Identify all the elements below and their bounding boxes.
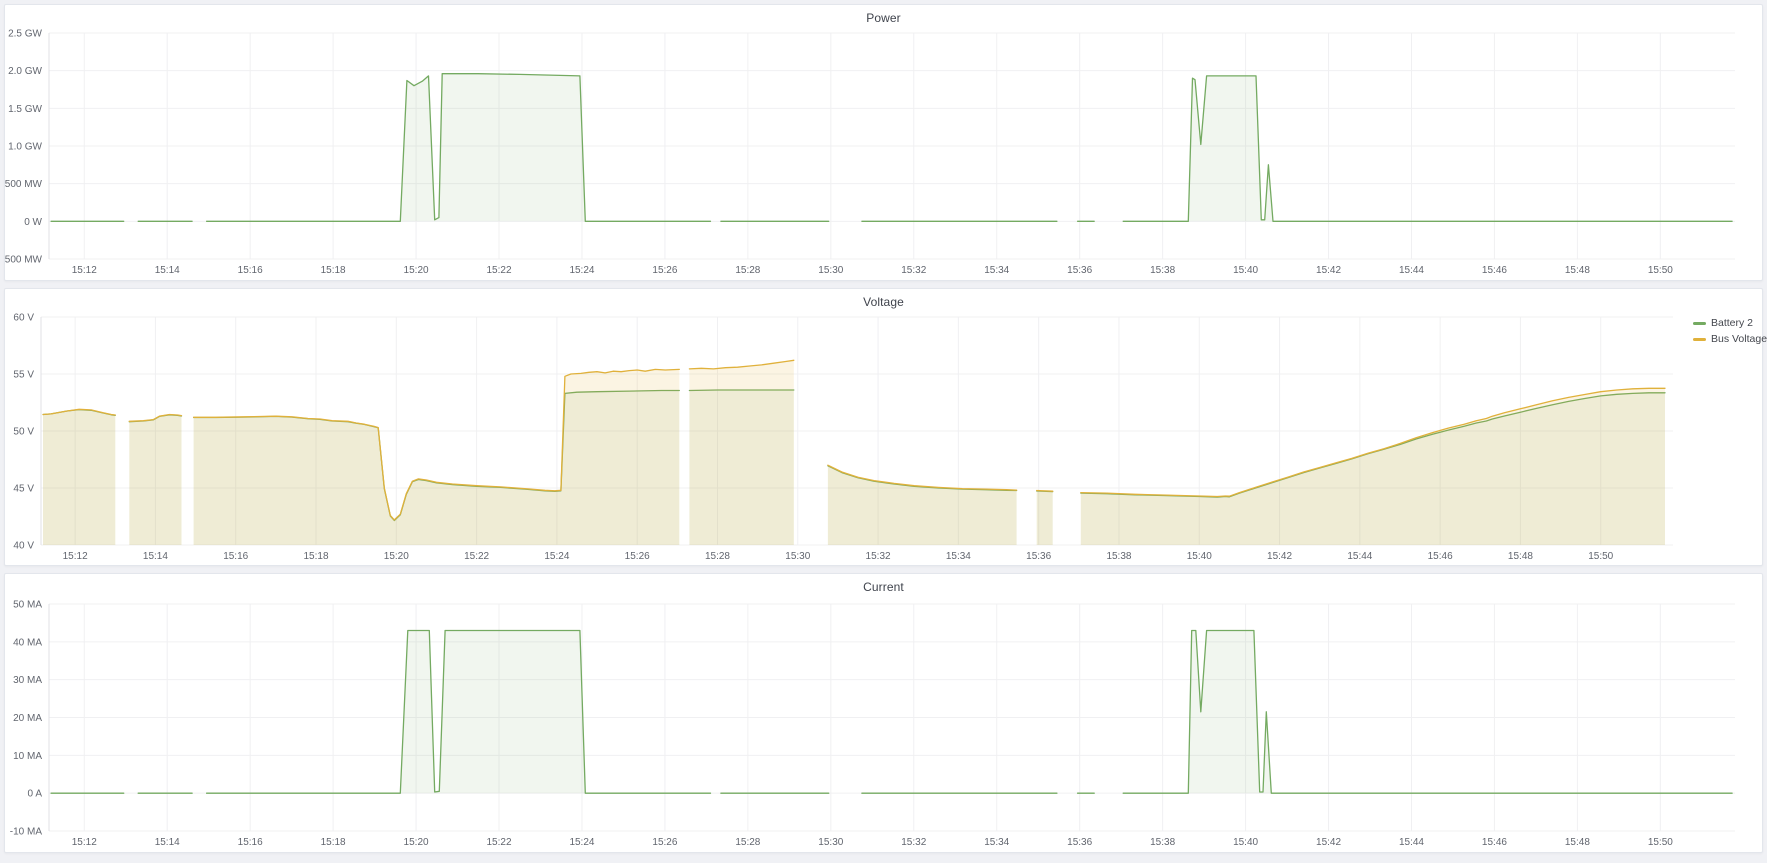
svg-text:15:38: 15:38	[1106, 551, 1131, 562]
svg-text:15:48: 15:48	[1565, 837, 1590, 848]
panel-voltage: Voltage Battery 2 Bus Voltage 40 V 45 V 50…	[4, 288, 1767, 566]
svg-text:15:16: 15:16	[238, 837, 263, 848]
svg-text:15:14: 15:14	[155, 265, 180, 276]
svg-text:0 W: 0 W	[24, 217, 42, 228]
svg-text:15:46: 15:46	[1482, 265, 1507, 276]
svg-text:40 V: 40 V	[13, 541, 34, 552]
svg-text:15:30: 15:30	[818, 837, 843, 848]
svg-text:2.0 GW: 2.0 GW	[8, 66, 42, 77]
svg-text:20 MA: 20 MA	[13, 713, 42, 724]
svg-text:30 MA: 30 MA	[13, 675, 42, 686]
svg-text:15:26: 15:26	[652, 837, 677, 848]
svg-text:15:18: 15:18	[321, 837, 346, 848]
svg-text:15:40: 15:40	[1187, 551, 1212, 562]
svg-text:15:24: 15:24	[569, 265, 594, 276]
svg-text:50 MA: 50 MA	[13, 600, 42, 611]
svg-text:15:48: 15:48	[1565, 265, 1590, 276]
svg-text:1.5 GW: 1.5 GW	[8, 104, 42, 115]
legend-item-bus-voltage[interactable]: Bus Voltage	[1693, 332, 1767, 346]
svg-text:15:12: 15:12	[72, 265, 97, 276]
legend-swatch-bus-voltage	[1693, 337, 1706, 341]
svg-text:15:40: 15:40	[1233, 265, 1258, 276]
legend-swatch-battery-2	[1693, 321, 1706, 325]
svg-text:15:44: 15:44	[1399, 265, 1424, 276]
svg-text:15:42: 15:42	[1316, 837, 1341, 848]
svg-text:15:46: 15:46	[1428, 551, 1453, 562]
svg-text:0 A: 0 A	[28, 789, 43, 800]
svg-text:15:34: 15:34	[984, 837, 1009, 848]
svg-text:15:28: 15:28	[735, 837, 760, 848]
svg-text:15:32: 15:32	[901, 837, 926, 848]
svg-text:15:44: 15:44	[1399, 837, 1424, 848]
svg-text:15:24: 15:24	[544, 551, 569, 562]
svg-text:15:28: 15:28	[705, 551, 730, 562]
svg-text:60 V: 60 V	[13, 313, 34, 324]
svg-text:45 V: 45 V	[13, 484, 34, 495]
svg-text:15:14: 15:14	[143, 551, 168, 562]
svg-text:15:38: 15:38	[1150, 837, 1175, 848]
svg-text:15:46: 15:46	[1482, 837, 1507, 848]
panel-current: Current -10 MA 0 A 10 MA 20 MA 30 MA 40 MA 50 …	[4, 573, 1763, 853]
svg-text:15:12: 15:12	[63, 551, 88, 562]
svg-text:15:32: 15:32	[901, 265, 926, 276]
panel-title-current[interactable]: Current	[863, 580, 904, 594]
svg-text:15:30: 15:30	[818, 265, 843, 276]
svg-text:15:50: 15:50	[1648, 265, 1673, 276]
panel-title-power[interactable]: Power	[866, 11, 901, 25]
panel-power: Power -500 MW 0 W 500 MW 1.0 GW 1.5 GW 2.0 GW…	[4, 4, 1763, 281]
svg-text:15:32: 15:32	[866, 551, 891, 562]
svg-text:50 V: 50 V	[13, 427, 34, 438]
svg-text:15:42: 15:42	[1267, 551, 1292, 562]
legend: Battery 2 Bus Voltage	[1693, 316, 1767, 346]
legend-label-bus-voltage: Bus Voltage	[1711, 333, 1767, 345]
svg-text:15:18: 15:18	[321, 265, 346, 276]
svg-text:15:34: 15:34	[984, 265, 1009, 276]
svg-text:15:44: 15:44	[1347, 551, 1372, 562]
svg-text:15:20: 15:20	[384, 551, 409, 562]
legend-label-battery-2: Battery 2	[1711, 317, 1754, 329]
svg-text:15:48: 15:48	[1508, 551, 1533, 562]
svg-text:55 V: 55 V	[13, 370, 34, 381]
svg-text:15:22: 15:22	[464, 551, 489, 562]
svg-text:15:34: 15:34	[946, 551, 971, 562]
svg-text:15:50: 15:50	[1648, 837, 1673, 848]
svg-text:-500 MW: -500 MW	[5, 255, 43, 266]
svg-text:15:14: 15:14	[155, 837, 180, 848]
svg-text:15:16: 15:16	[223, 551, 248, 562]
svg-text:15:50: 15:50	[1588, 551, 1613, 562]
svg-text:15:36: 15:36	[1026, 551, 1051, 562]
svg-text:500 MW: 500 MW	[5, 179, 43, 190]
svg-text:40 MA: 40 MA	[13, 637, 42, 648]
svg-text:15:42: 15:42	[1316, 265, 1341, 276]
svg-text:15:26: 15:26	[652, 265, 677, 276]
svg-text:15:12: 15:12	[72, 837, 97, 848]
svg-text:15:24: 15:24	[569, 837, 594, 848]
svg-text:15:20: 15:20	[404, 837, 429, 848]
svg-text:-10 MA: -10 MA	[10, 827, 43, 838]
panel-title-voltage[interactable]: Voltage	[863, 295, 904, 309]
svg-text:15:20: 15:20	[404, 265, 429, 276]
svg-text:15:36: 15:36	[1067, 265, 1092, 276]
svg-text:15:22: 15:22	[486, 837, 511, 848]
svg-text:2.5 GW: 2.5 GW	[8, 29, 42, 40]
svg-text:15:28: 15:28	[735, 265, 760, 276]
svg-text:10 MA: 10 MA	[13, 751, 42, 762]
power-chart[interactable]: -500 MW 0 W 500 MW 1.0 GW 1.5 GW 2.0 GW 2.5 GW…	[5, 5, 1762, 280]
current-chart[interactable]: -10 MA 0 A 10 MA 20 MA 30 MA 40 MA 50 MA 15:12 1…	[5, 574, 1762, 852]
svg-text:15:22: 15:22	[486, 265, 511, 276]
svg-text:15:36: 15:36	[1067, 837, 1092, 848]
svg-text:15:16: 15:16	[238, 265, 263, 276]
svg-text:15:26: 15:26	[625, 551, 650, 562]
voltage-chart[interactable]: 40 V 45 V 50 V 55 V 60 V 15:12 15:14 15:16 15:18…	[5, 289, 1762, 565]
legend-item-battery-2[interactable]: Battery 2	[1693, 316, 1767, 330]
svg-text:15:30: 15:30	[785, 551, 810, 562]
svg-text:15:38: 15:38	[1150, 265, 1175, 276]
svg-text:15:40: 15:40	[1233, 837, 1258, 848]
svg-text:15:18: 15:18	[303, 551, 328, 562]
svg-text:1.0 GW: 1.0 GW	[8, 142, 42, 153]
